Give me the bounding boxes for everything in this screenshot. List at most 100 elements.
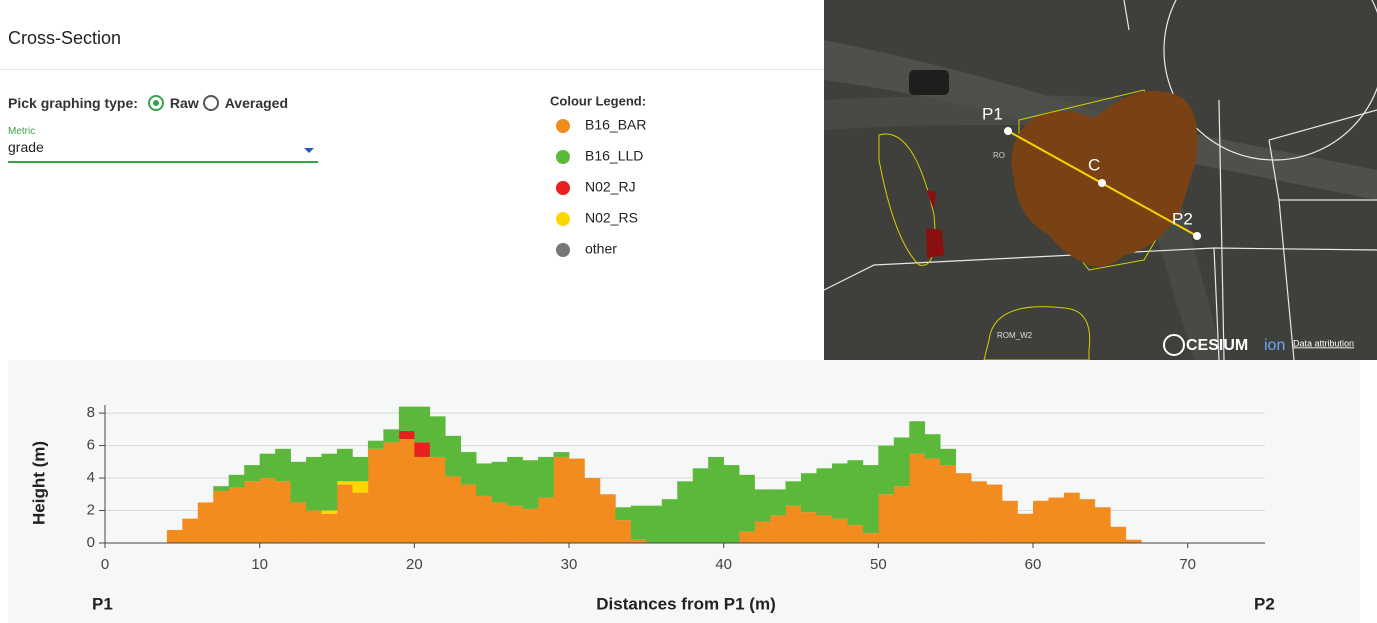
y-tick-label: 4 [87,469,95,486]
segment [352,457,368,481]
segment [337,485,353,543]
legend-marker [556,119,570,133]
segment [1079,499,1095,543]
segment [739,475,755,532]
segment [260,454,276,478]
graph-type-label: Pick graphing type: [8,95,138,111]
segment [322,514,338,543]
segment [1033,501,1049,543]
segment [755,489,771,521]
segment [940,465,956,543]
segment [275,449,291,481]
legend-marker [556,150,570,164]
legend-marker [556,243,570,257]
graph-type: Pick graphing type: Raw Averaged [8,95,288,111]
segment [337,481,353,484]
segment [894,437,910,486]
radio-button [148,95,164,111]
segment [430,457,446,543]
segment [832,463,848,518]
segment [430,416,446,457]
segment [1018,514,1034,543]
page-title: Cross-Section [8,28,121,49]
segment [847,460,863,525]
attribution-link[interactable]: Data attribution [1293,338,1354,348]
segment [816,468,832,515]
x-tick-label: 10 [251,556,268,573]
segment [1048,498,1064,543]
y-tick-label: 8 [87,404,95,421]
point[interactable] [1098,179,1106,187]
radio-button [203,95,219,111]
y-tick-label: 0 [87,534,95,551]
y-axis-title: Height (m) [29,441,48,525]
segment [878,494,894,543]
segment [816,515,832,543]
map-label: P1 [982,104,1003,123]
segment [182,519,198,543]
segment [244,481,260,543]
y-tick-label: 2 [87,501,95,518]
segment [507,457,523,506]
x-tick-label: 50 [870,556,887,573]
segment [523,460,539,509]
segment [770,489,786,515]
segment [554,452,570,457]
map-label: ROM_W2 [997,331,1033,340]
segment [229,475,245,488]
segment [693,468,709,543]
segment [492,462,508,503]
segment [213,486,229,491]
radio-label: Averaged [225,95,288,111]
segment [337,449,353,481]
map-label: P2 [1172,209,1193,228]
segment [260,478,276,543]
segment [770,515,786,543]
x-axis-title: Distances from P1 (m) [596,594,776,613]
vehicle [909,70,949,95]
segment [801,473,817,512]
segment [167,530,183,543]
legend-title: Colour Legend: [550,93,646,108]
segment [229,488,245,543]
segment [925,459,941,543]
map[interactable]: P1 C P2 RO ROM_W2 CESIUM ion Data attrib… [824,0,1377,360]
segment [615,507,631,520]
segment [461,485,477,543]
segment [940,449,956,465]
legend-marker [556,212,570,226]
legend-label: B16_LLD [585,148,643,164]
segment [213,491,229,543]
segment [523,509,539,543]
segment [399,431,415,439]
brand: ion [1264,337,1285,354]
point[interactable] [1004,127,1012,135]
segment [414,442,430,457]
legend: Colour Legend: B16_BARB16_LLDN02_RJN02_R… [540,85,740,275]
segment [476,496,492,543]
segment [786,481,802,505]
radio-option[interactable]: Averaged [203,95,288,111]
segment [708,457,724,543]
segment [724,465,740,543]
segment [461,452,477,484]
segment [306,457,322,511]
segment [755,522,771,543]
segment [1064,493,1080,543]
segment [786,506,802,543]
radio-option[interactable]: Raw [148,95,199,111]
y-tick-label: 6 [87,437,95,454]
radio-label: Raw [170,95,199,111]
x-tick-label: 60 [1025,556,1042,573]
x-tick-label: 0 [101,556,109,573]
x-tick-label: 30 [561,556,578,573]
segment [662,499,678,543]
segment [275,481,291,543]
metric-select[interactable]: Metric grade [8,126,318,163]
segment [971,481,987,543]
end-label: P2 [1254,594,1275,613]
segment [306,511,322,543]
legend-label: N02_RS [585,210,638,226]
segment [801,512,817,543]
point[interactable] [1193,232,1201,240]
